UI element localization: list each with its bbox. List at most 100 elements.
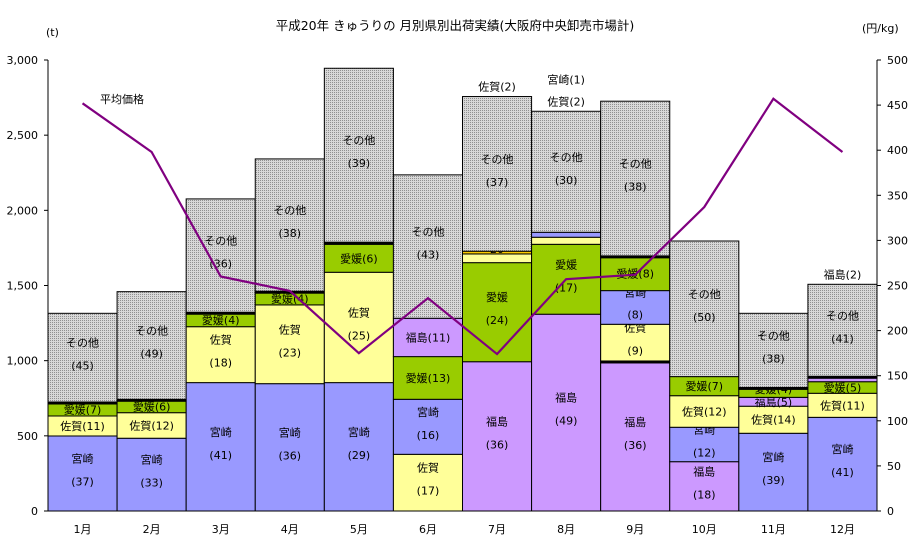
- left-tick-label: 1,000: [7, 355, 39, 368]
- x-tick-label: 2月: [143, 523, 161, 536]
- segment-label: 福島(11): [406, 330, 451, 344]
- segment-label: (36): [486, 438, 509, 451]
- outside-label: 宮崎(1): [547, 72, 585, 86]
- bar-segment: [532, 314, 601, 511]
- x-tick-label: 3月: [212, 523, 230, 536]
- segment-label: 佐賀(14): [751, 413, 796, 427]
- segment-label: (16): [417, 429, 440, 442]
- segment-label: 佐賀: [348, 305, 370, 319]
- segment-label: (41): [831, 466, 854, 479]
- segment-label: (29): [348, 449, 371, 462]
- bar-segment: [324, 68, 393, 242]
- left-tick-label: 3,000: [7, 54, 39, 67]
- segment-label: (39): [348, 157, 371, 170]
- left-tick-label: 1,500: [7, 280, 39, 293]
- segment-label: 佐賀: [210, 333, 232, 347]
- right-tick-label: 450: [887, 99, 908, 112]
- segment-label: (17): [417, 485, 440, 498]
- segment-label: 宮崎: [141, 453, 163, 467]
- segment-label: 愛媛(5): [824, 381, 862, 395]
- segment-label: 愛媛(4): [202, 313, 240, 327]
- segment-label: (30): [555, 174, 578, 187]
- right-tick-label: 200: [887, 325, 908, 338]
- segment-label: 宮崎: [348, 425, 370, 439]
- bar-segment: [117, 438, 186, 511]
- segment-label: (25): [348, 329, 371, 342]
- bar-segment: [324, 272, 393, 382]
- segment-label: 佐賀(12): [682, 404, 727, 418]
- left-tick-label: 2,500: [7, 129, 39, 142]
- bar-segment: [48, 313, 117, 402]
- right-tick-label: 150: [887, 370, 908, 383]
- outside-label: 福島(2): [824, 267, 862, 281]
- segment-label: 宮崎: [417, 405, 439, 419]
- price-series-label: 平均価格: [100, 92, 144, 106]
- segment-label: (49): [140, 347, 163, 360]
- segment-label: 宮崎: [831, 442, 853, 456]
- segment-label: (43): [417, 249, 440, 262]
- segment-label: (50): [693, 311, 716, 324]
- x-tick-label: 10月: [692, 523, 717, 536]
- x-tick-label: 4月: [281, 523, 299, 536]
- right-tick-label: 400: [887, 144, 908, 157]
- right-tick-label: 300: [887, 234, 908, 247]
- segment-label: その他: [619, 158, 652, 171]
- segment-label: 愛媛: [486, 290, 508, 304]
- bar-segment: [808, 417, 877, 511]
- right-tick-label: 500: [887, 54, 908, 67]
- segment-label: (41): [831, 332, 854, 345]
- x-tick-label: 6月: [419, 523, 437, 536]
- x-tick-label: 12月: [830, 523, 855, 536]
- bar-segment: [255, 305, 324, 384]
- segment-label: (49): [555, 415, 578, 428]
- bar-segment: [808, 284, 877, 376]
- segment-label: 佐賀(11): [820, 398, 865, 412]
- segment-label: その他: [757, 329, 790, 342]
- segment-label: 宮崎: [72, 451, 94, 465]
- segment-label: 愛媛(13): [406, 371, 451, 385]
- segment-label: (9): [627, 345, 643, 358]
- segment-label: (12): [693, 446, 716, 459]
- segment-label: その他: [550, 151, 583, 164]
- bar-segment: [255, 159, 324, 291]
- outside-label: 佐賀(2): [478, 80, 516, 94]
- segment-label: (8): [627, 309, 643, 322]
- right-tick-label: 350: [887, 189, 908, 202]
- bar-segment: [463, 263, 532, 362]
- segment-label: 福島: [486, 414, 508, 428]
- bar-segment: [670, 241, 739, 377]
- right-tick-label: 100: [887, 415, 908, 428]
- left-tick-label: 2,000: [7, 204, 39, 217]
- right-axis-unit: (円/kg): [862, 22, 899, 35]
- segment-label: その他: [273, 204, 306, 217]
- segment-label: (38): [624, 181, 647, 194]
- x-tick-label: 11月: [761, 523, 786, 536]
- segment-label: (23): [278, 346, 301, 359]
- segment-label: 佐賀: [279, 322, 301, 336]
- segment-label: その他: [342, 134, 375, 147]
- bar-segment: [739, 433, 808, 511]
- bar-segment: [601, 101, 670, 256]
- bar-segment: [601, 363, 670, 511]
- segment-label: (18): [693, 488, 716, 501]
- segment-label: 佐賀(12): [129, 418, 174, 432]
- segment-label: その他: [481, 153, 514, 166]
- x-tick-label: 8月: [557, 523, 575, 536]
- segment-label: その他: [135, 324, 168, 337]
- segment-label: 佐賀: [417, 461, 439, 475]
- x-tick-label: 1月: [74, 523, 92, 536]
- segment-label: 宮崎: [210, 425, 232, 439]
- bar-segment: [255, 384, 324, 511]
- bar-segment: [117, 292, 186, 400]
- segment-label: その他: [411, 226, 444, 239]
- segment-label: (24): [486, 314, 509, 327]
- bar-segment: [324, 383, 393, 511]
- segment-label: (33): [140, 477, 163, 490]
- segment-label: 福島: [624, 415, 646, 429]
- segment-label: (41): [209, 449, 232, 462]
- segment-label: 宮崎: [279, 425, 301, 439]
- bar-segment: [532, 111, 601, 232]
- segment-label: (39): [762, 474, 785, 487]
- bars-layer: 宮崎(37)佐賀(11)愛媛(7)0その他(45)宮崎(33)佐賀(12)愛媛(…: [48, 68, 877, 511]
